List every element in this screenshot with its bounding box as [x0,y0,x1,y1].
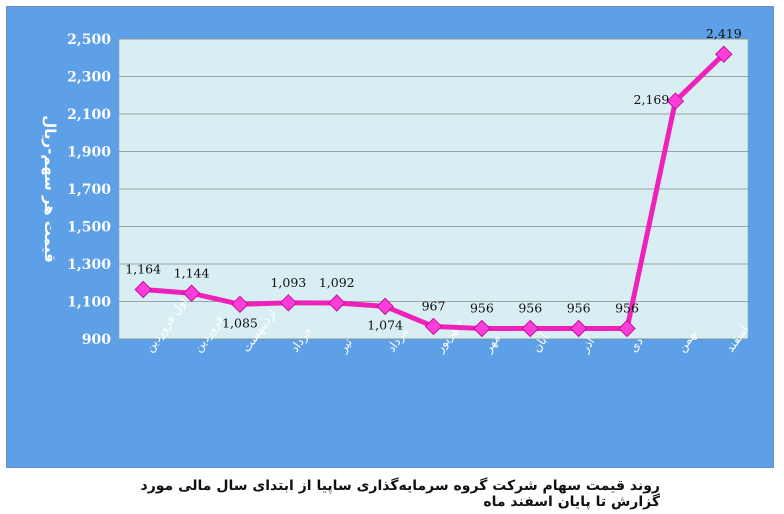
data-point [521,319,539,338]
data-point [134,280,152,299]
data-label: 1,144 [174,265,210,280]
chart-frame: 900 1,100 1,300 1,500 1,700 1,900 2,100 2,300 2,… [6,6,774,468]
data-point [424,317,443,336]
x-tick-label: دی [626,335,646,355]
y-tick-label: 2,100 [67,107,111,123]
data-label: 967 [422,298,446,313]
data-label: 1,164 [125,262,161,277]
y-tick-label: 1,300 [67,257,111,273]
data-point [715,45,733,63]
data-label: 1,093 [270,275,306,290]
data-label: 2,419 [706,26,742,41]
data-point [569,319,588,338]
y-tick-label: 1,700 [67,182,111,198]
data-label: 1,092 [319,275,355,290]
y-tick-label: 2,500 [67,32,111,48]
data-label: 956 [615,301,639,316]
data-label: 956 [470,301,494,316]
y-tick-label: 2,300 [67,70,111,86]
data-point [182,284,201,302]
y-tick-label: 900 [82,332,111,348]
data-label: 2,169 [634,92,670,107]
data-point [279,294,298,312]
chart-caption: روند قیمت سهام شرکت گروه سرمایه‌گذاری سا… [140,478,660,510]
data-point [473,319,491,338]
data-point [618,319,636,338]
y-tick-label: 1,900 [67,145,111,161]
data-point [231,295,249,314]
data-point [376,297,394,316]
y-axis-title: قیمت هر سهم-ریال [41,115,59,263]
data-point [666,92,685,110]
data-label: 956 [518,301,542,316]
data-label: 1,085 [222,315,258,330]
y-tick-label: 1,500 [67,220,111,236]
data-label: 1,074 [367,317,403,332]
y-tick-label: 1,100 [67,295,111,311]
data-point [328,294,346,312]
line-chart: 900 1,100 1,300 1,500 1,700 1,900 2,100 2,300 2,… [41,26,751,356]
data-label: 956 [567,301,591,316]
